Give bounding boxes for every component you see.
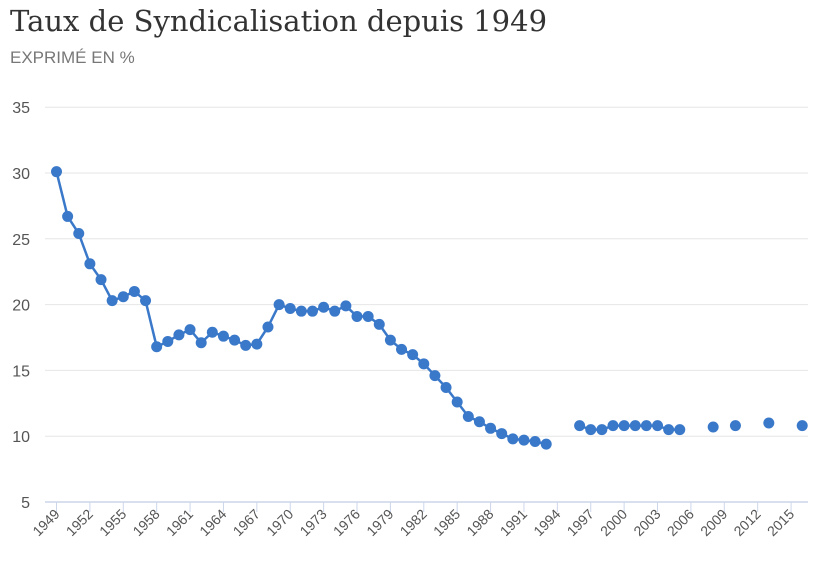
data-point <box>796 420 808 432</box>
x-tick-label: 2009 <box>697 506 730 539</box>
x-tick-label: 1988 <box>463 506 496 539</box>
x-tick-label: 2000 <box>597 506 630 539</box>
x-tick-label: 1958 <box>129 506 162 539</box>
x-tick-label: 1994 <box>530 506 563 539</box>
x-tick-label: 2003 <box>630 506 663 539</box>
data-point <box>418 358 430 370</box>
data-point <box>384 334 396 346</box>
data-point <box>284 303 296 315</box>
x-tick-label: 1982 <box>397 506 430 539</box>
data-point <box>151 341 163 353</box>
data-point <box>340 300 352 312</box>
data-point <box>396 343 408 355</box>
data-point <box>262 321 274 333</box>
x-tick-label: 1952 <box>63 506 96 539</box>
data-point <box>318 301 330 313</box>
data-point <box>273 299 285 311</box>
data-point <box>351 310 363 322</box>
data-point <box>407 349 419 361</box>
data-point <box>440 382 452 394</box>
data-point <box>84 258 96 270</box>
data-point <box>95 274 107 286</box>
data-point <box>462 410 474 422</box>
data-point <box>173 329 185 341</box>
data-point <box>73 228 85 240</box>
x-tick-label: 2012 <box>730 506 763 539</box>
data-point <box>607 420 619 432</box>
data-point <box>663 424 675 436</box>
data-point <box>529 435 541 447</box>
data-point <box>640 420 652 432</box>
data-point <box>451 396 463 408</box>
data-point <box>206 326 218 338</box>
x-tick-label: 1973 <box>296 506 329 539</box>
data-point <box>629 420 641 432</box>
x-tick-label: 1979 <box>363 506 396 539</box>
chart-title: Taux de Syndicalisation depuis 1949 <box>10 4 548 38</box>
data-point <box>674 424 686 436</box>
x-tick-label: 1967 <box>230 506 263 539</box>
y-tick-label: 10 <box>12 429 30 446</box>
data-point <box>596 424 608 436</box>
data-point <box>373 318 385 330</box>
series-line-segment <box>55 171 69 217</box>
y-tick-label: 15 <box>12 363 30 380</box>
data-point <box>62 210 74 222</box>
data-point <box>229 334 241 346</box>
data-point <box>106 295 118 307</box>
data-point <box>184 324 196 336</box>
chart-subtitle: EXPRIMÉ EN % <box>10 48 135 67</box>
x-tick-label: 1991 <box>497 506 530 539</box>
data-point <box>128 285 140 297</box>
data-point <box>540 438 552 450</box>
x-tick-label: 2006 <box>664 506 697 539</box>
x-tick-label: 2015 <box>764 506 797 539</box>
series-line-segment <box>144 300 158 348</box>
data-point <box>574 420 586 432</box>
x-tick-label: 1997 <box>564 506 597 539</box>
x-tick-label: 1976 <box>330 506 363 539</box>
data-point <box>729 420 741 432</box>
data-point <box>162 335 174 347</box>
x-tick-label: 1964 <box>196 506 229 539</box>
y-tick-label: 5 <box>21 495 30 512</box>
data-point <box>251 338 263 350</box>
data-point <box>496 428 508 440</box>
x-tick-label: 1949 <box>29 506 62 539</box>
data-point <box>295 305 307 317</box>
data-point <box>51 166 62 178</box>
data-point <box>585 424 597 436</box>
data-point <box>117 291 129 303</box>
data-point <box>240 339 252 351</box>
y-tick-label: 35 <box>12 100 30 117</box>
y-tick-label: 20 <box>12 298 30 315</box>
data-point <box>195 337 207 349</box>
data-point <box>485 422 497 434</box>
data-point <box>140 295 152 307</box>
data-point <box>217 330 229 342</box>
data-point <box>473 416 485 428</box>
y-tick-label: 30 <box>12 166 30 183</box>
data-point <box>429 370 441 382</box>
x-tick-label: 1955 <box>96 506 129 539</box>
x-tick-label: 1961 <box>163 506 196 539</box>
data-point <box>652 420 664 432</box>
data-point <box>306 305 318 317</box>
data-point <box>707 421 719 433</box>
data-point <box>329 305 341 317</box>
data-point <box>362 310 374 322</box>
data-point <box>763 417 775 429</box>
data-point <box>507 433 519 445</box>
x-tick-label: 1985 <box>430 506 463 539</box>
data-point <box>518 434 530 446</box>
data-point <box>618 420 630 432</box>
x-tick-label: 1970 <box>263 506 296 539</box>
y-tick-label: 25 <box>12 232 30 249</box>
